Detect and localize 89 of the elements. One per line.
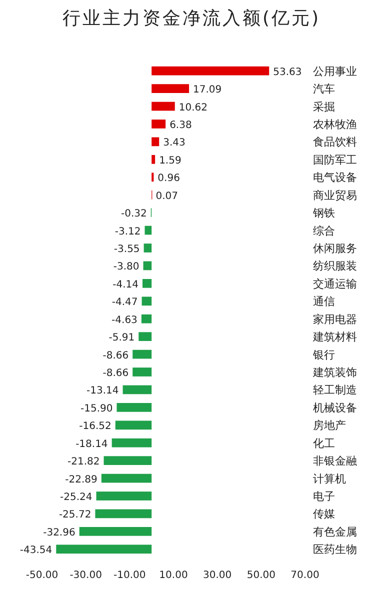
data-label: 53.63 — [273, 66, 302, 78]
bar — [56, 544, 152, 554]
y-tick-label: 电子 — [313, 490, 335, 503]
data-label: -13.14 — [86, 386, 119, 397]
bar — [152, 137, 160, 146]
bar — [104, 456, 152, 465]
bar — [152, 102, 175, 111]
data-label: 17.09 — [193, 84, 222, 96]
data-label: -18.14 — [76, 438, 108, 450]
bar — [144, 226, 152, 235]
x-tick-label: 70.00 — [290, 570, 320, 581]
data-label: -25.72 — [58, 510, 92, 521]
bar — [112, 438, 152, 448]
y-tick-label: 商业贸易 — [313, 188, 357, 202]
y-tick-label: 纺织服装 — [313, 260, 357, 273]
bar — [152, 155, 156, 164]
bar — [101, 474, 152, 483]
bar — [152, 84, 190, 93]
bar — [144, 244, 152, 252]
data-label: -5.91 — [108, 332, 135, 344]
data-label: -21.82 — [68, 456, 100, 468]
y-tick-label: 公用事业 — [313, 64, 357, 78]
data-label: 10.62 — [178, 102, 208, 114]
x-tick-label: 50.00 — [246, 570, 276, 581]
data-label: -3.12 — [114, 226, 141, 238]
bar — [79, 527, 152, 536]
data-label: -25.24 — [60, 492, 92, 503]
y-tick-label: 医药生物 — [313, 543, 357, 556]
y-tick-label: 化工 — [313, 436, 335, 450]
y-tick-label: 钢铁 — [312, 206, 335, 220]
data-label: -32.96 — [43, 527, 76, 538]
y-tick-label: 轻工制造 — [313, 384, 357, 397]
bar — [142, 279, 152, 288]
data-label: 6.38 — [170, 120, 192, 131]
data-label: -8.66 — [102, 368, 129, 379]
y-tick-label: 机械设备 — [313, 401, 357, 414]
bar — [138, 332, 152, 341]
y-tick-label: 房地产 — [313, 419, 346, 432]
bar — [152, 66, 270, 76]
bar — [152, 120, 166, 128]
y-tick-label: 采掘 — [313, 100, 335, 114]
x-tick-label: 10.00 — [159, 570, 188, 581]
bar — [122, 385, 152, 394]
data-label: -3.55 — [114, 244, 140, 255]
data-label: -15.90 — [80, 403, 113, 414]
x-tick-label: -10.00 — [114, 570, 146, 581]
bar — [95, 509, 152, 518]
y-tick-label: 休闲服务 — [313, 242, 357, 255]
y-tick-label: 有色金属 — [313, 525, 357, 538]
y-tick-label: 国防军工 — [313, 153, 357, 166]
data-label: 0.96 — [158, 173, 180, 184]
bar — [141, 314, 152, 324]
bar — [132, 350, 152, 359]
data-label: -4.14 — [112, 279, 139, 290]
y-tick-label: 银行 — [312, 348, 335, 362]
data-label: 3.43 — [163, 138, 186, 149]
y-tick-label: 传媒 — [313, 508, 335, 521]
y-tick-label: 综合 — [313, 224, 335, 238]
bar — [116, 403, 152, 412]
data-label: -0.32 — [121, 208, 147, 220]
data-label: -22.89 — [65, 474, 98, 486]
y-tick-label: 建筑材料 — [312, 330, 357, 344]
y-tick-label: 计算机 — [313, 472, 346, 486]
y-tick-label: 通信 — [313, 295, 335, 308]
chart-title: 行业主力资金净流入额(亿元) — [62, 8, 321, 29]
data-label: -16.52 — [79, 421, 112, 432]
y-tick-label: 农林牧渔 — [313, 118, 357, 131]
bar — [142, 296, 152, 306]
y-tick-label: 非银金融 — [313, 454, 357, 468]
data-label: -43.54 — [20, 545, 52, 556]
y-tick-label: 汽车 — [313, 82, 335, 96]
x-tick-label: -30.00 — [70, 570, 102, 581]
data-label: -4.47 — [112, 297, 138, 308]
y-tick-label: 建筑装饰 — [312, 366, 357, 379]
y-tick-label: 电气设备 — [313, 171, 357, 184]
data-label: -8.66 — [102, 350, 129, 362]
bar — [132, 368, 152, 376]
y-tick-label: 交通运输 — [313, 277, 357, 290]
data-label: -4.63 — [112, 314, 138, 326]
x-tick-label: 30.00 — [203, 570, 232, 581]
bar — [115, 420, 152, 430]
y-tick-label: 食品饮料 — [313, 136, 357, 149]
data-label: 0.07 — [156, 190, 178, 202]
y-tick-label: 家用电器 — [313, 312, 357, 326]
data-label: -3.80 — [113, 262, 140, 273]
bar — [143, 261, 152, 270]
data-label: 1.59 — [159, 155, 182, 166]
bar — [96, 492, 152, 500]
x-tick-label: -50.00 — [26, 570, 58, 581]
